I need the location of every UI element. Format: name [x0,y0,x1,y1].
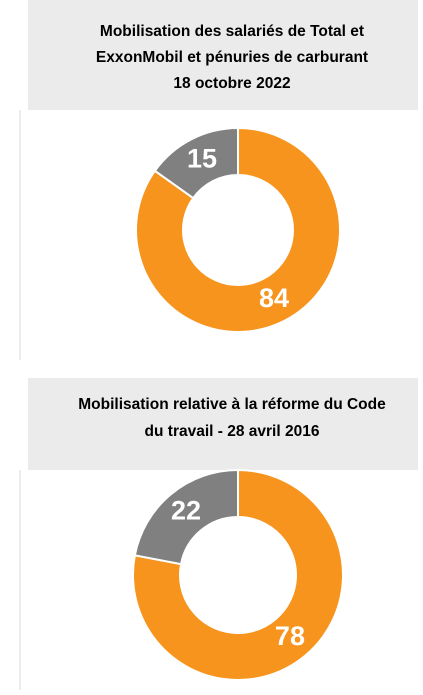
data-label: 15 [187,143,217,173]
data-label: 84 [259,283,289,313]
data-label: 78 [275,621,305,651]
donut-slice [132,468,344,681]
donut-slice [135,126,341,333]
chart-title: Mobilisation relative à la réforme du Co… [78,396,386,413]
donut-slice [133,468,239,566]
header [28,378,418,470]
chart-title: du travail - 28 avril 2016 [145,423,320,440]
chart-title: ExxonMobil et pénuries de carburant [96,49,368,66]
chart-title: 18 octobre 2022 [173,75,290,92]
data-label: 22 [171,495,201,525]
donut-slice [153,126,239,200]
chart-title: Mobilisation des salariés de Total et [100,23,364,40]
header [28,0,418,110]
